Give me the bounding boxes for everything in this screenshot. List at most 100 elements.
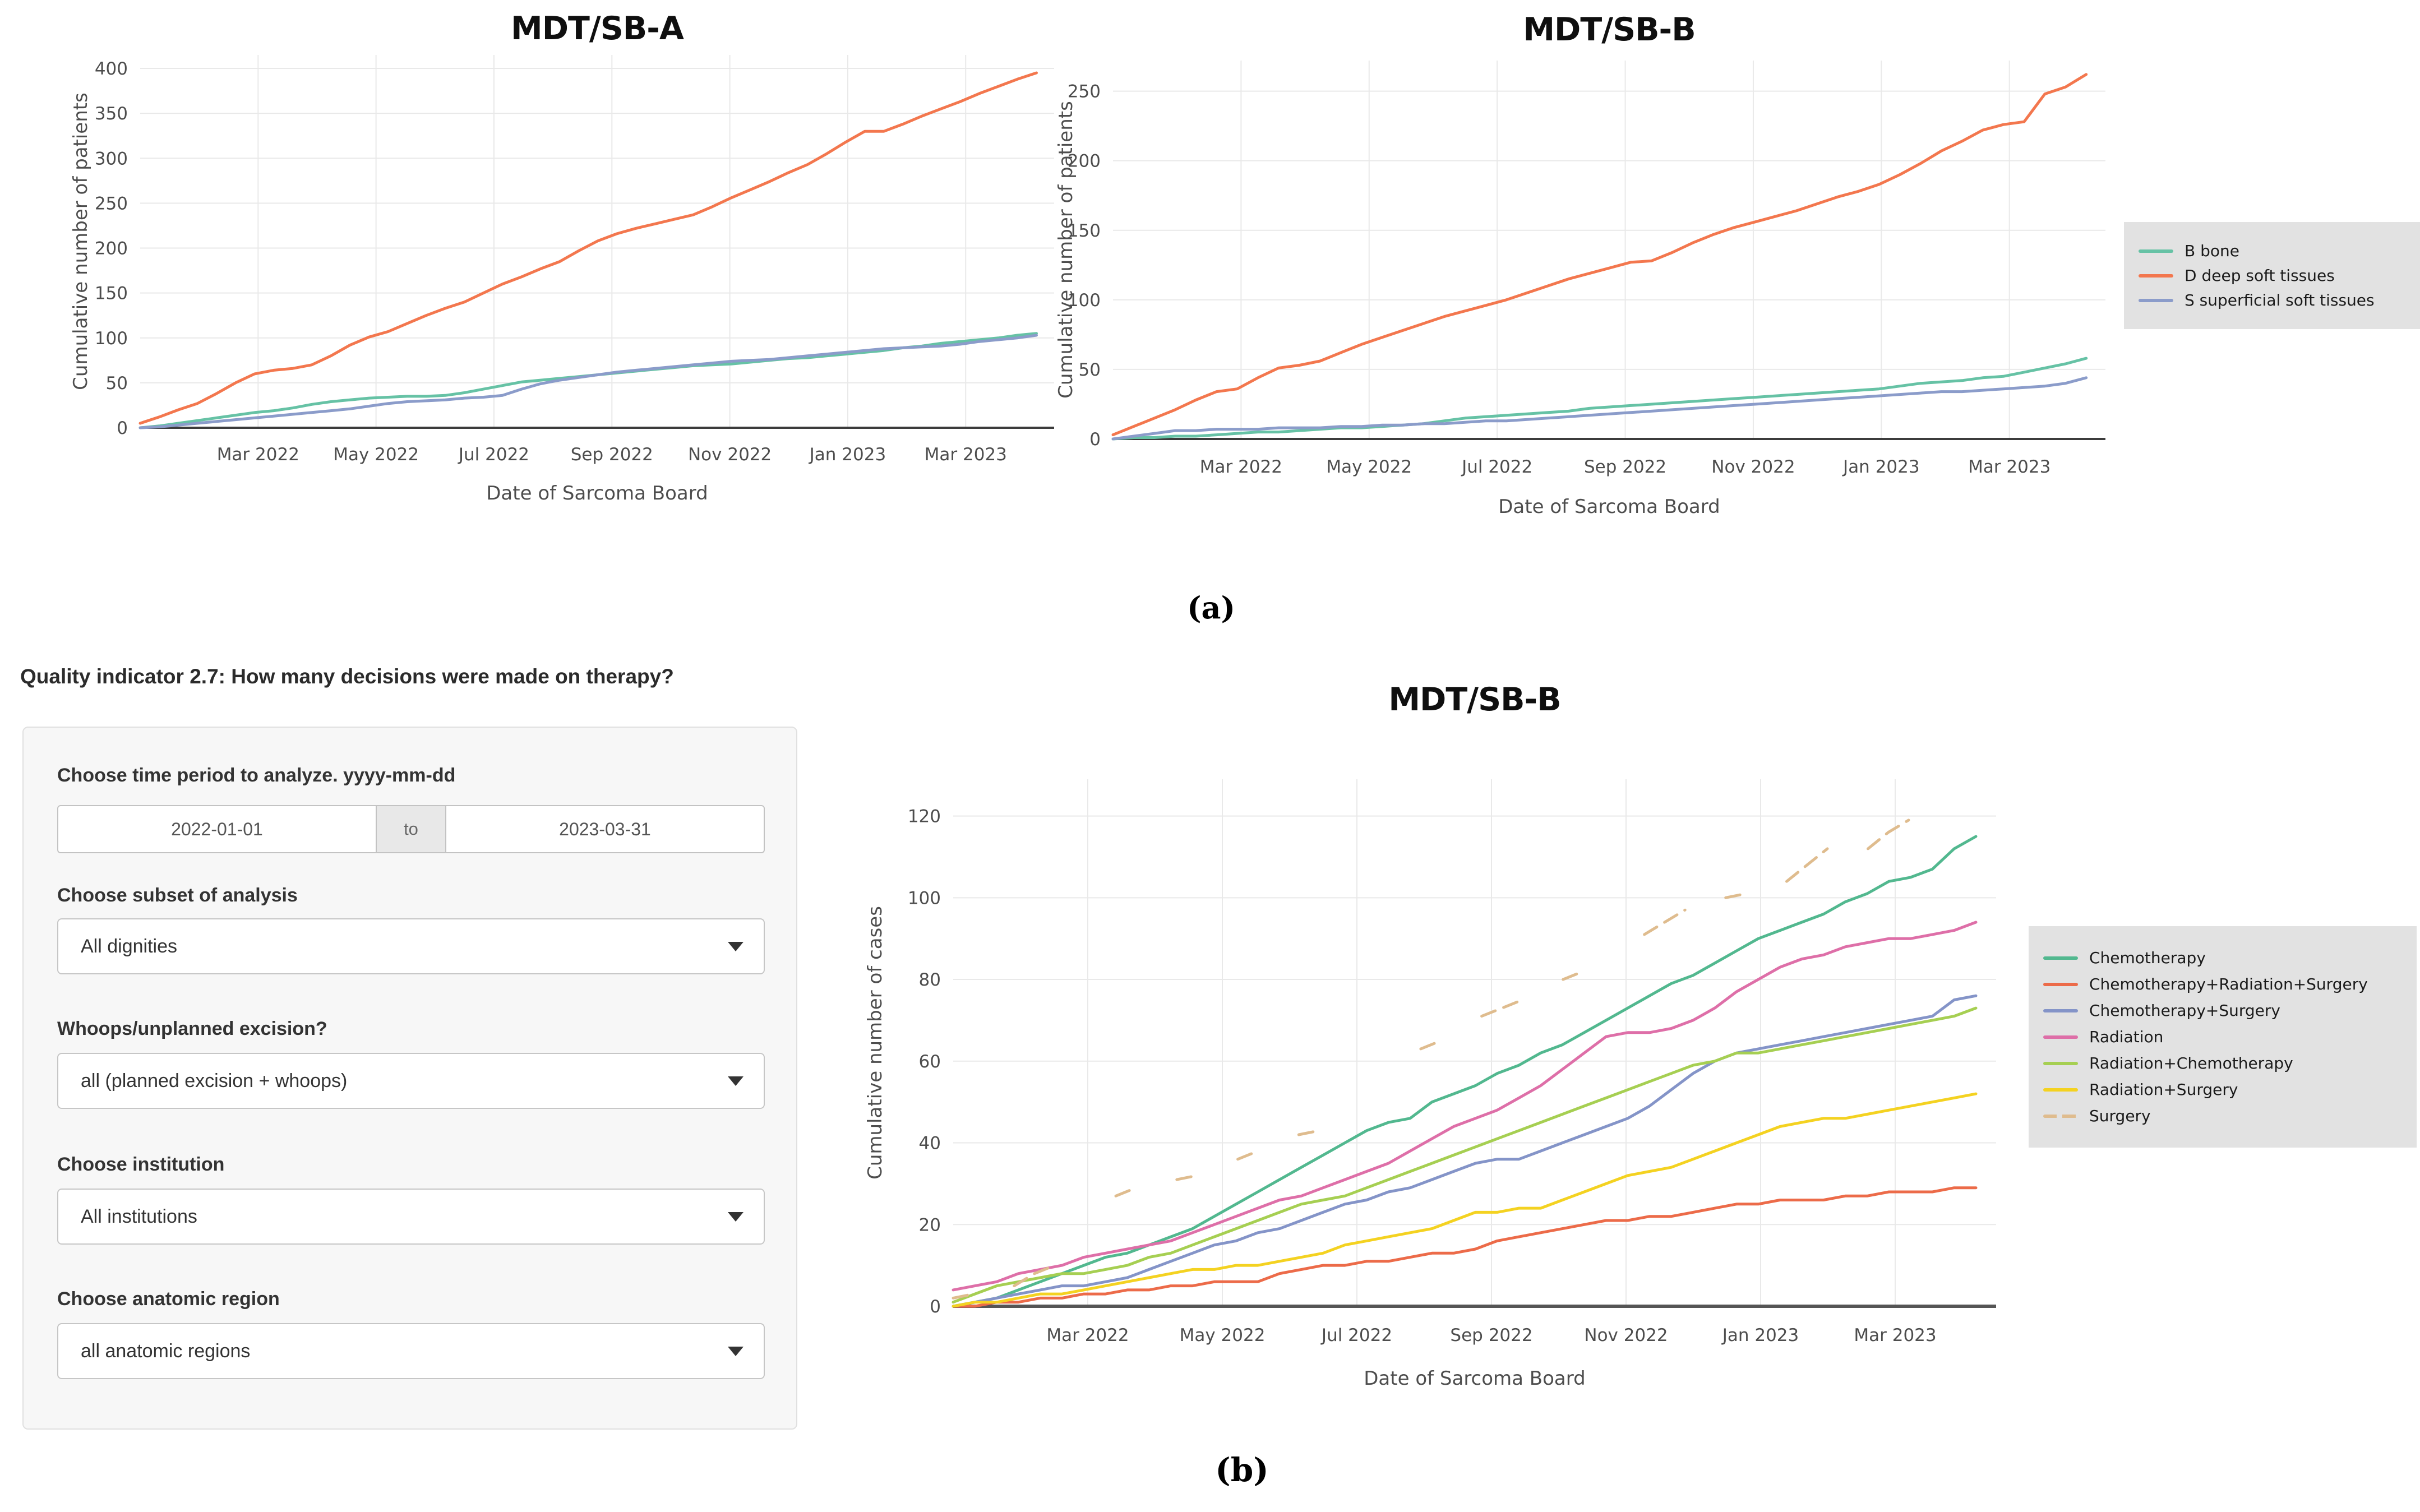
legend-label: Surgery xyxy=(2089,1107,2151,1125)
legend-swatch-b-bone xyxy=(2139,249,2173,253)
svg-text:0: 0 xyxy=(1089,429,1101,450)
legend-label: Radiation xyxy=(2089,1028,2164,1046)
svg-text:100: 100 xyxy=(908,888,941,908)
chart-mdt-sb-b-patients: 0 50 100 150 200 250 Mar 2022 May 2022 Jul 2022 S… xyxy=(1049,4,2114,585)
chevron-down-icon xyxy=(728,1346,743,1356)
svg-text:Jul 2022: Jul 2022 xyxy=(458,445,529,465)
svg-text:100: 100 xyxy=(1068,290,1101,311)
legend-swatch-radiation-surgery xyxy=(2043,1088,2078,1092)
svg-text:Jul 2022: Jul 2022 xyxy=(1461,457,1532,477)
legend-swatch-chemotherapy-radiation-surgery xyxy=(2043,982,2078,986)
svg-text:20: 20 xyxy=(919,1215,941,1235)
svg-text:200: 200 xyxy=(1068,151,1101,172)
series-line-d-deep-soft-tissues xyxy=(1111,73,2088,437)
svg-text:0: 0 xyxy=(930,1297,941,1317)
date-range-group: to xyxy=(57,805,765,853)
svg-text:50: 50 xyxy=(1079,360,1101,380)
subset-select[interactable]: All dignities xyxy=(57,918,765,974)
legend-item-chemotherapy-radiation-surgery: Chemotherapy+Radiation+Surgery xyxy=(2043,975,2402,993)
legend-label: Radiation+Chemotherapy xyxy=(2089,1054,2293,1072)
svg-text:MDT/SB-B: MDT/SB-B xyxy=(1523,11,1695,48)
legend-item-s-superficial-soft-tissues: S superficial soft tissues xyxy=(2139,291,2405,309)
svg-text:100: 100 xyxy=(95,329,128,349)
svg-text:May 2022: May 2022 xyxy=(1326,457,1412,477)
legend-label: D deep soft tissues xyxy=(2185,266,2335,285)
series-line-s-superficial-soft-tissues xyxy=(1111,376,2088,441)
whoops-select-value: all (planned excision + whoops) xyxy=(81,1070,348,1092)
series-line-radiation-surgery xyxy=(952,1092,1978,1308)
subset-select-value: All dignities xyxy=(81,935,177,957)
legend-label: Chemotherapy xyxy=(2089,949,2206,967)
legend-label: Radiation+Surgery xyxy=(2089,1080,2238,1099)
svg-text:Nov 2022: Nov 2022 xyxy=(1584,1325,1668,1345)
svg-text:0: 0 xyxy=(117,418,128,438)
svg-text:250: 250 xyxy=(1068,82,1101,102)
legend-swatch-d-deep-soft-tissues xyxy=(2139,274,2173,278)
legend-item-radiation-surgery: Radiation+Surgery xyxy=(2043,1080,2402,1099)
institution-select[interactable]: All institutions xyxy=(57,1189,765,1245)
series-line-radiation xyxy=(952,921,1978,1292)
chevron-down-icon xyxy=(728,941,743,951)
svg-text:Cumulative number of cases: Cumulative number of cases xyxy=(864,906,886,1180)
svg-text:Nov 2022: Nov 2022 xyxy=(1711,457,1795,477)
svg-text:300: 300 xyxy=(95,149,128,169)
chart-mdt-sb-b-cases: 0 20 40 60 80 100 120 Mar 2022 May 2022 Jul 2022 S… xyxy=(841,664,2019,1435)
date-range-start-input[interactable] xyxy=(57,805,377,853)
svg-text:Date of Sarcoma Board: Date of Sarcoma Board xyxy=(1364,1367,1585,1390)
time-period-label: Choose time period to analyze. yyyy-mm-d… xyxy=(57,765,456,786)
svg-text:Sep 2022: Sep 2022 xyxy=(1584,457,1666,477)
legend-swatch-surgery xyxy=(2043,1114,2078,1118)
svg-text:Sep 2022: Sep 2022 xyxy=(571,445,653,465)
legend-swatch-chemotherapy-surgery xyxy=(2043,1009,2078,1012)
anatomic-region-select[interactable]: all anatomic regions xyxy=(57,1323,765,1379)
whoops-label: Whoops/unplanned excision? xyxy=(57,1018,327,1039)
svg-text:Jul 2022: Jul 2022 xyxy=(1320,1325,1392,1345)
svg-text:Mar 2023: Mar 2023 xyxy=(925,445,1007,465)
svg-text:Mar 2022: Mar 2022 xyxy=(217,445,299,465)
subset-label: Choose subset of analysis xyxy=(57,885,298,906)
svg-text:40: 40 xyxy=(919,1134,941,1154)
legend-swatch-chemotherapy xyxy=(2043,956,2078,960)
svg-text:350: 350 xyxy=(95,104,128,124)
legend-label: B bone xyxy=(2185,242,2239,260)
legend-item-d-deep-soft-tissues: D deep soft tissues xyxy=(2139,266,2405,285)
date-range-to-label: to xyxy=(377,805,445,853)
legend-item-radiation-chemotherapy: Radiation+Chemotherapy xyxy=(2043,1054,2402,1072)
legend-item-chemotherapy: Chemotherapy xyxy=(2043,949,2402,967)
svg-text:400: 400 xyxy=(95,59,128,79)
chart-mdt-sb-a: 0 50 100 150 200 250 300 350 400 Mar 2022 May 2022… xyxy=(31,4,1060,568)
institution-select-value: All institutions xyxy=(81,1205,197,1227)
svg-text:200: 200 xyxy=(95,239,128,259)
svg-text:Nov 2022: Nov 2022 xyxy=(688,445,772,465)
series-line-s-superficial-soft-tissues xyxy=(138,334,1038,429)
legend-swatch-s-superficial-soft-tissues xyxy=(2139,298,2173,302)
svg-text:MDT/SB-B: MDT/SB-B xyxy=(1388,681,1560,718)
legend-item-surgery: Surgery xyxy=(2043,1107,2402,1125)
figure-panel-b-label: (b) xyxy=(1215,1451,1269,1489)
svg-text:150: 150 xyxy=(1068,221,1101,241)
anatomic-region-label: Choose anatomic region xyxy=(57,1288,280,1310)
svg-text:May 2022: May 2022 xyxy=(333,445,419,465)
legend-swatch-radiation-chemotherapy xyxy=(2043,1061,2078,1065)
svg-text:60: 60 xyxy=(919,1052,941,1072)
legend-item-radiation: Radiation xyxy=(2043,1028,2402,1046)
legend-item-chemotherapy-surgery: Chemotherapy+Surgery xyxy=(2043,1001,2402,1020)
whoops-select[interactable]: all (planned excision + whoops) xyxy=(57,1053,765,1109)
svg-text:Cumulative number of patients: Cumulative number of patients xyxy=(1055,101,1077,399)
series-line-surgery xyxy=(952,819,1910,1300)
legend-item-b-bone: B bone xyxy=(2139,242,2405,260)
svg-text:Mar 2022: Mar 2022 xyxy=(1200,457,1282,477)
anatomic-region-select-value: all anatomic regions xyxy=(81,1340,251,1362)
svg-text:50: 50 xyxy=(106,373,128,394)
chart-canvas-mdt-sb-b-cases: 0 20 40 60 80 100 120 Mar 2022 May 2022 Jul 2022 S… xyxy=(864,681,1996,1390)
series-line-d-deep-soft-tissues xyxy=(138,71,1038,425)
series-line-b-bone xyxy=(1111,357,2088,441)
svg-text:Jan 2023: Jan 2023 xyxy=(809,445,886,465)
svg-text:May 2022: May 2022 xyxy=(1180,1325,1266,1345)
quality-indicator-title: Quality indicator 2.7: How many decision… xyxy=(20,665,674,688)
date-range-end-input[interactable] xyxy=(445,805,765,853)
institution-label: Choose institution xyxy=(57,1154,225,1175)
chart-canvas-mdt-sb-b-patients: 0 50 100 150 200 250 Mar 2022 May 2022 Jul 2022 S… xyxy=(1055,11,2105,518)
legend-swatch-radiation xyxy=(2043,1035,2078,1039)
legend-label: Chemotherapy+Surgery xyxy=(2089,1001,2280,1020)
